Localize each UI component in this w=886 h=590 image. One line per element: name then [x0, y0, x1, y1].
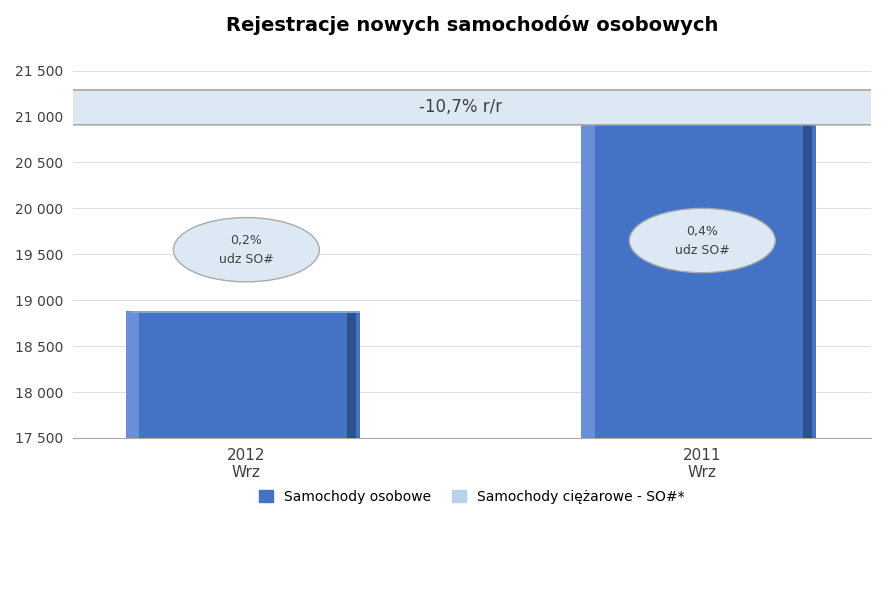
Bar [588, 104, 816, 438]
Bar [132, 311, 361, 313]
FancyBboxPatch shape [0, 90, 886, 125]
Text: -10,7% r/r: -10,7% r/r [419, 99, 502, 116]
Bar [346, 311, 356, 438]
Bar [803, 104, 812, 438]
Ellipse shape [174, 218, 319, 282]
Bar [126, 311, 139, 438]
Text: 0,2%
udz SO#: 0,2% udz SO# [219, 234, 274, 266]
Bar [588, 104, 816, 110]
Title: Rejestracje nowych samochodów osobowych: Rejestracje nowych samochodów osobowych [226, 15, 719, 35]
Bar [581, 104, 595, 438]
Legend: Samochody osobowe, Samochody ciężarowe - SO#*: Samochody osobowe, Samochody ciężarowe -… [253, 484, 690, 509]
Ellipse shape [629, 208, 775, 273]
Text: 0,4%
udz SO#: 0,4% udz SO# [675, 225, 730, 257]
Bar [132, 311, 361, 438]
